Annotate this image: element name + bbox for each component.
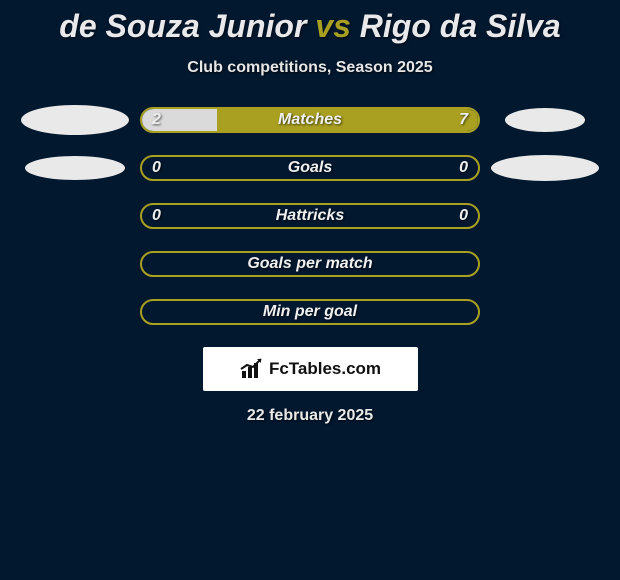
stat-row: 00Hattricks xyxy=(0,203,620,229)
stat-label: Matches xyxy=(142,109,478,131)
stat-row: 27Matches xyxy=(0,107,620,133)
stat-bar: 27Matches xyxy=(140,107,480,133)
stat-label: Min per goal xyxy=(142,301,478,323)
stat-row: Goals per match xyxy=(0,251,620,277)
brand-box: FcTables.com xyxy=(203,347,418,391)
stat-bar: Min per goal xyxy=(140,299,480,325)
stat-row: Min per goal xyxy=(0,299,620,325)
stat-label: Goals per match xyxy=(142,253,478,275)
stat-bar: Goals per match xyxy=(140,251,480,277)
stat-bar: 00Goals xyxy=(140,155,480,181)
right-slot xyxy=(480,108,610,132)
player1-marker xyxy=(25,156,125,180)
left-slot xyxy=(10,105,140,135)
player2-name: Rigo da Silva xyxy=(360,8,561,44)
right-slot xyxy=(480,155,610,181)
footer-date: 22 february 2025 xyxy=(0,407,620,425)
stat-label: Hattricks xyxy=(142,205,478,227)
player1-name: de Souza Junior xyxy=(59,8,306,44)
stats-container: 27Matches 00Goals 00Hattricks Goals per mat… xyxy=(0,107,620,325)
player2-marker xyxy=(505,108,585,132)
brand-text: FcTables.com xyxy=(269,359,381,379)
left-slot xyxy=(10,156,140,180)
stat-bar: 00Hattricks xyxy=(140,203,480,229)
stat-label: Goals xyxy=(142,157,478,179)
player2-marker xyxy=(491,155,599,181)
player1-marker xyxy=(21,105,129,135)
stat-row: 00Goals xyxy=(0,155,620,181)
subtitle: Club competitions, Season 2025 xyxy=(0,59,620,77)
page-title: de Souza Junior vs Rigo da Silva xyxy=(0,0,620,45)
vs-label: vs xyxy=(315,8,351,44)
chart-icon xyxy=(239,357,265,381)
